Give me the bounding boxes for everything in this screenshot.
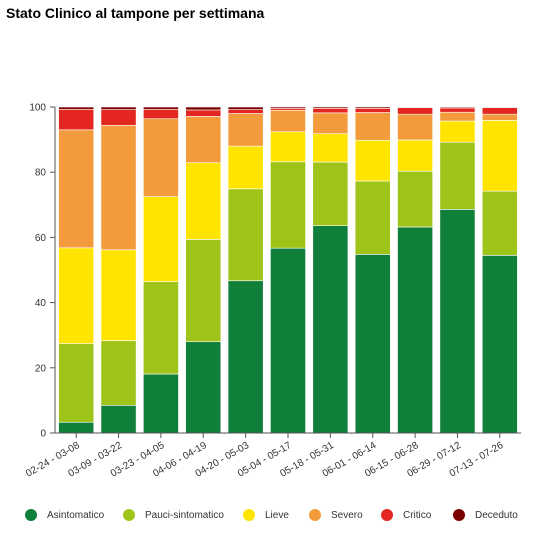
bar-segment-severo[interactable] — [312, 112, 349, 135]
bar-segment-deceduto[interactable] — [100, 106, 137, 110]
bar-segment-pauci-sintomatico[interactable] — [270, 161, 306, 249]
bar-segment-deceduto[interactable] — [270, 106, 306, 109]
bar-segment-pauci-sintomatico[interactable] — [143, 281, 179, 375]
bar-segment-critico[interactable] — [354, 108, 391, 113]
bar-segment-asintomatico[interactable] — [185, 341, 222, 434]
y-tick-label: 40 — [35, 298, 47, 309]
bar-segment-severo[interactable] — [143, 118, 179, 197]
bar-segment-critico[interactable] — [185, 109, 222, 117]
legend-label: Critico — [403, 509, 432, 521]
legend-swatch — [381, 509, 393, 521]
bar-segment-asintomatico[interactable] — [312, 225, 349, 434]
legend-label: Pauci-sintomatico — [145, 509, 224, 521]
y-axis: 0 20 40 60 80 100 — [29, 103, 56, 440]
y-tick-label: 60 — [35, 233, 47, 244]
bar-segment-deceduto[interactable] — [397, 106, 433, 108]
bar-segment-asintomatico[interactable] — [439, 209, 476, 434]
legend-item-deceduto[interactable]: Deceduto — [453, 507, 518, 523]
legend-item-asintomatico[interactable]: Asintomatico — [25, 507, 104, 523]
bar-segment-lieve[interactable] — [397, 139, 433, 172]
bar-segment-pauci-sintomatico[interactable] — [354, 180, 391, 255]
bar-segment-critico[interactable] — [58, 108, 95, 131]
legend-item-severo[interactable]: Severo — [309, 507, 363, 523]
bar-segment-asintomatico[interactable] — [143, 373, 179, 434]
bar-segment-asintomatico[interactable] — [354, 254, 391, 434]
legend: Asintomatico Pauci-sintomatico Lieve Severo… — [0, 507, 540, 527]
y-tick-label: 80 — [35, 168, 47, 179]
bar-segment-critico[interactable] — [439, 107, 476, 113]
bar-segment-asintomatico[interactable] — [58, 421, 95, 434]
bar-segment-critico[interactable] — [143, 108, 179, 120]
bar-segment-pauci-sintomatico[interactable] — [100, 340, 137, 406]
legend-label: Deceduto — [475, 509, 518, 521]
bar-segment-pauci-sintomatico[interactable] — [439, 141, 476, 210]
bar-segment-deceduto[interactable] — [312, 106, 349, 109]
bar-segment-severo[interactable] — [397, 113, 433, 141]
bar-segment-critico[interactable] — [397, 107, 433, 115]
bar-segment-deceduto[interactable] — [227, 106, 264, 110]
bar-segment-deceduto[interactable] — [185, 106, 222, 111]
bar-segment-lieve[interactable] — [185, 162, 222, 240]
bar-segment-critico[interactable] — [227, 109, 264, 114]
y-tick-label: 100 — [29, 103, 46, 114]
bar-segment-deceduto[interactable] — [58, 106, 95, 110]
bar-segment-asintomatico[interactable] — [270, 247, 306, 434]
bar-segment-severo[interactable] — [439, 111, 476, 122]
legend-swatch — [123, 509, 135, 521]
bar-segment-pauci-sintomatico[interactable] — [58, 343, 95, 423]
bar-segment-asintomatico[interactable] — [481, 255, 518, 434]
bar-segment-pauci-sintomatico[interactable] — [481, 190, 518, 256]
bar-segment-deceduto[interactable] — [439, 106, 476, 109]
bar-segment-severo[interactable] — [270, 109, 306, 133]
legend-swatch — [453, 509, 465, 521]
legend-swatch — [25, 509, 37, 521]
y-tick-label: 20 — [35, 363, 47, 374]
bar-segment-lieve[interactable] — [270, 131, 306, 163]
bar-segment-asintomatico[interactable] — [397, 226, 433, 434]
bar-segment-critico[interactable] — [481, 107, 518, 115]
legend-item-lieve[interactable]: Lieve — [243, 507, 289, 523]
bar-segment-pauci-sintomatico[interactable] — [397, 170, 433, 228]
legend-label: Asintomatico — [47, 509, 105, 521]
legend-label: Lieve — [265, 509, 289, 521]
bar-segment-severo[interactable] — [354, 112, 391, 141]
bar-segment-lieve[interactable] — [58, 247, 95, 344]
bar-segment-pauci-sintomatico[interactable] — [312, 161, 349, 226]
legend-item-pauci-sintomatico[interactable]: Pauci-sintomatico — [123, 507, 224, 523]
bar-segment-lieve[interactable] — [439, 120, 476, 143]
bar-segment-deceduto[interactable] — [481, 106, 518, 108]
bar-segment-deceduto[interactable] — [143, 106, 179, 110]
bar-segment-pauci-sintomatico[interactable] — [227, 188, 264, 282]
bar-segment-severo[interactable] — [227, 113, 264, 147]
bar-segment-lieve[interactable] — [227, 145, 264, 190]
bar-segment-critico[interactable] — [312, 108, 349, 114]
bar-segment-lieve[interactable] — [100, 249, 137, 342]
bar-segment-lieve[interactable] — [354, 139, 391, 182]
bars — [58, 106, 518, 434]
bar-segment-lieve[interactable] — [312, 133, 349, 163]
bar-segment-severo[interactable] — [58, 129, 95, 249]
chart-title: Stato Clinico al tampone per settimana — [6, 5, 265, 21]
bar-segment-lieve[interactable] — [143, 196, 179, 283]
bar-segment-severo[interactable] — [185, 116, 222, 164]
legend-label: Severo — [331, 509, 363, 521]
legend-item-critico[interactable]: Critico — [381, 507, 431, 523]
legend-swatch — [243, 509, 255, 521]
bar-segment-asintomatico[interactable] — [227, 280, 264, 434]
bar-segment-pauci-sintomatico[interactable] — [185, 239, 222, 343]
bar-segment-lieve[interactable] — [481, 120, 518, 192]
bar-segment-critico[interactable] — [100, 109, 137, 126]
bar-segment-severo[interactable] — [481, 113, 518, 121]
legend-swatch — [309, 509, 321, 521]
bar-segment-deceduto[interactable] — [354, 106, 391, 109]
bar-segment-severo[interactable] — [100, 124, 137, 251]
bar-segment-asintomatico[interactable] — [100, 404, 137, 434]
y-tick-label: 0 — [40, 429, 46, 440]
